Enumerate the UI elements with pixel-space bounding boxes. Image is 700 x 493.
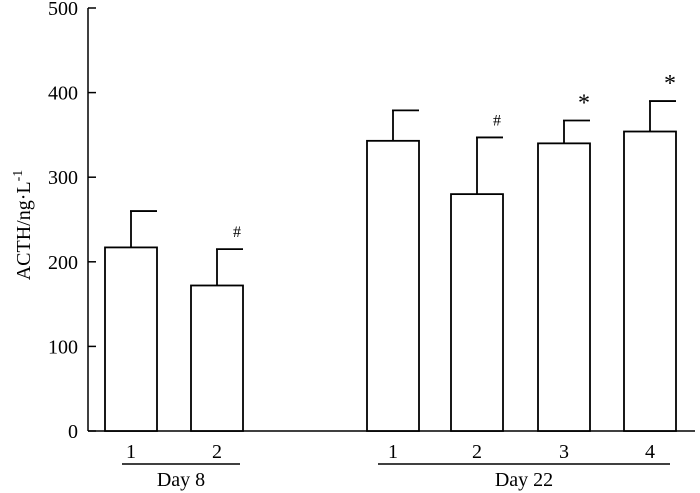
y-tick-label: 300 bbox=[48, 167, 78, 189]
x-category-label: 1 bbox=[126, 441, 136, 463]
x-category-label: 2 bbox=[472, 441, 482, 463]
bars bbox=[104, 100, 677, 432]
bar bbox=[450, 193, 504, 432]
bar bbox=[537, 142, 591, 432]
bar bbox=[366, 139, 420, 432]
x-category-label: 3 bbox=[559, 441, 569, 463]
significance-mark: * bbox=[664, 71, 676, 97]
y-tick-label: 100 bbox=[48, 336, 78, 358]
significance-mark: # bbox=[233, 224, 241, 241]
y-axis-label: ACTH/ng·L-1 bbox=[11, 170, 35, 281]
bar bbox=[623, 130, 677, 432]
group-label: Day 22 bbox=[495, 469, 553, 491]
significance-mark: * bbox=[578, 91, 590, 117]
group-label: Day 8 bbox=[157, 469, 205, 491]
x-category-label: 4 bbox=[645, 441, 655, 463]
x-category-label: 1 bbox=[388, 441, 398, 463]
bar bbox=[190, 284, 244, 432]
y-tick-label: 400 bbox=[48, 83, 78, 105]
labels: 0 100 200 300 400 500 ACTH/ng·L-1 1 #2 Day 8 1 #2 * 3… bbox=[11, 0, 676, 491]
y-tick-label: 500 bbox=[48, 0, 78, 20]
bar bbox=[104, 246, 158, 432]
significance-mark: # bbox=[493, 112, 501, 129]
x-category-label: 2 bbox=[212, 441, 222, 463]
y-tick-label: 200 bbox=[48, 252, 78, 274]
y-tick-label: 0 bbox=[68, 421, 78, 443]
